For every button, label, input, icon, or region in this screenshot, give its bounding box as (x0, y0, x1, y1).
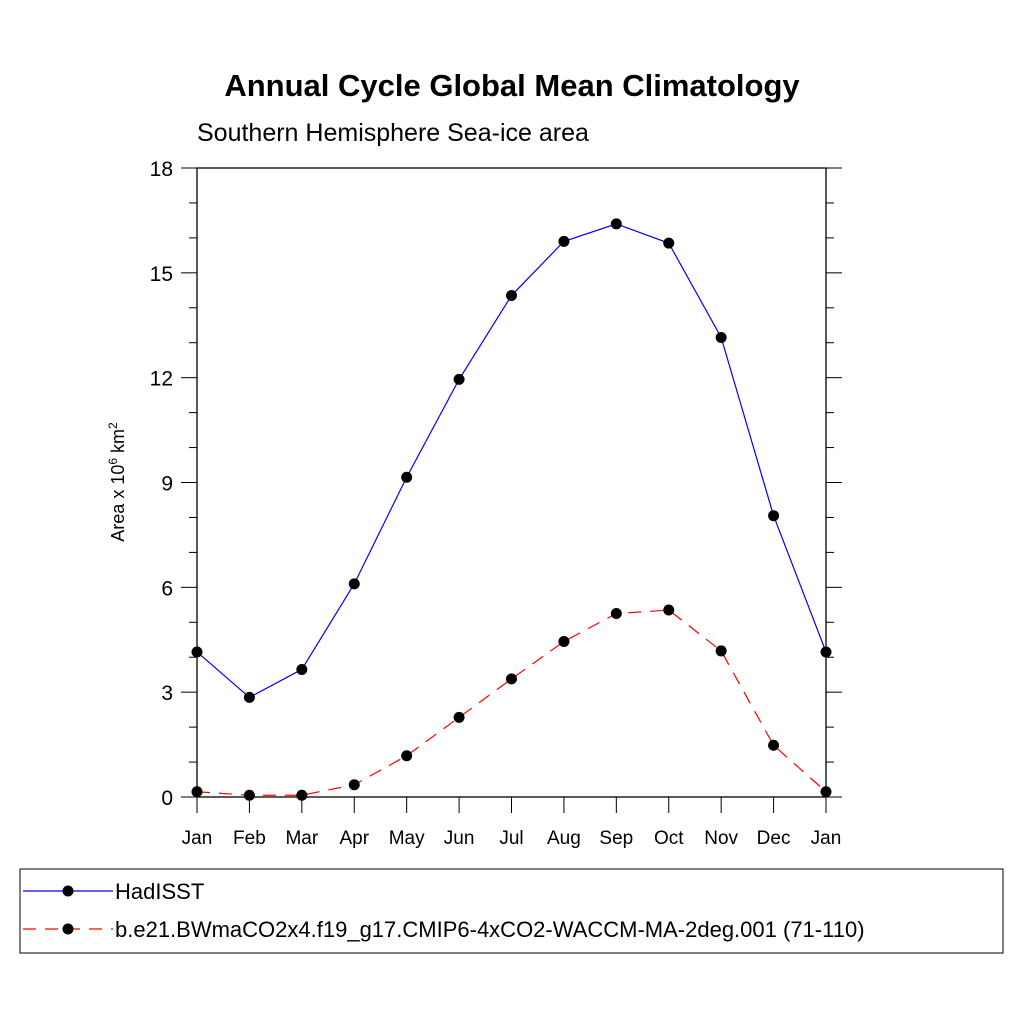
data-point-series-0 (610, 218, 622, 230)
data-point-series-1 (506, 673, 517, 685)
data-point-series-0 (296, 663, 308, 675)
y-tick-label: 0 (161, 787, 173, 810)
y-tick-label: 18 (150, 158, 173, 181)
data-point-series-0 (401, 471, 413, 483)
x-tick-label: Sep (599, 828, 633, 849)
x-tick-label: Mar (285, 828, 318, 849)
data-point-series-1 (348, 779, 360, 791)
x-tick-label: Aug (547, 828, 581, 849)
data-point-series-1 (610, 608, 622, 620)
y-tick-label: 12 (150, 368, 173, 391)
data-point-series-0 (663, 237, 675, 249)
legend-label-model: b.e21.BWmaCO2x4.f19_g17.CMIP6-4xCO2-WACC… (115, 917, 865, 942)
legend-box (19, 868, 1004, 954)
data-point-series-0 (715, 331, 727, 343)
x-tick-label: Feb (233, 828, 266, 849)
data-point-series-1 (768, 739, 780, 751)
y-axis-label-exp2: 2 (106, 422, 120, 429)
x-tick-label: Jun (444, 828, 475, 849)
data-point-series-0 (768, 510, 780, 522)
data-point-series-1 (401, 750, 413, 762)
legend-marker-model (62, 923, 74, 935)
chart-title: Annual Cycle Global Mean Climatology (224, 68, 800, 103)
data-point-series-1 (453, 711, 465, 723)
plot-frame (196, 167, 827, 798)
y-axis-label-main: Area x 10 (108, 465, 128, 542)
data-point-series-0 (453, 373, 465, 385)
x-tick-label: Dec (757, 828, 791, 849)
legend-marker-hadisst (62, 885, 74, 897)
y-tick-label: 15 (150, 263, 173, 286)
y-tick-label: 9 (161, 473, 173, 496)
series-layer (191, 218, 832, 801)
y-axis-label: Area x 106 km2 (106, 422, 128, 542)
data-point-series-0 (506, 290, 517, 302)
data-point-series-1 (296, 789, 308, 801)
x-tick-label: Nov (704, 828, 738, 849)
data-point-series-1 (558, 635, 570, 647)
chart-subtitle: Southern Hemisphere Sea-ice area (197, 119, 589, 147)
y-axis-label-exp1: 6 (106, 458, 120, 465)
series-line-1 (196, 609, 827, 796)
data-point-series-0 (558, 235, 570, 247)
legend-label-hadisst: HadISST (115, 879, 204, 904)
data-point-series-1 (663, 604, 675, 616)
axis-ticks: 0 3 6 9 12 15 18 Jan Feb Mar Apr May Jun Jul Aug Sep Oct… (150, 158, 842, 849)
data-point-series-0 (348, 578, 360, 590)
legend: HadISST b.e21.BWmaCO2x4.f19_g17.CMIP6-4x… (19, 868, 1004, 954)
data-point-series-1 (243, 789, 255, 801)
x-tick-label: Oct (654, 828, 684, 849)
x-tick-label: Jan (182, 828, 213, 849)
data-point-series-1 (715, 645, 727, 657)
y-axis-label-unit: km (108, 429, 128, 458)
x-tick-label: Apr (339, 828, 369, 849)
data-point-series-0 (243, 691, 255, 703)
x-tick-label: Jan (811, 828, 842, 849)
x-tick-label: Jul (499, 828, 523, 849)
y-tick-label: 6 (161, 577, 173, 600)
y-tick-label: 3 (161, 682, 173, 705)
x-tick-label: May (389, 828, 425, 849)
